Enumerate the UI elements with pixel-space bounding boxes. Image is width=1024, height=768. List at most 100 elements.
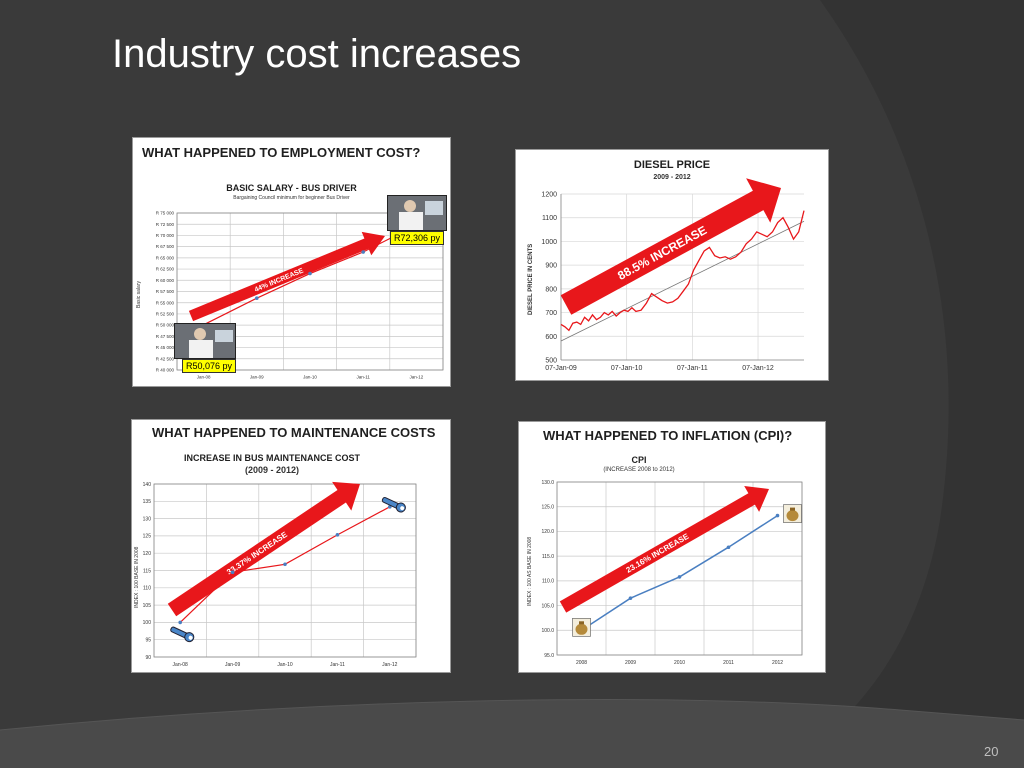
y-tick-label: R 65 000: [156, 255, 175, 260]
money-bag-icon: [783, 504, 802, 523]
increase-arrow-label: 88.5% INCREASE: [615, 223, 709, 283]
x-tick-label: 2008: [576, 660, 587, 666]
y-tick-label: 600: [545, 334, 557, 341]
x-tick-label: Jan-08: [173, 662, 189, 668]
y-tick-label: 90: [145, 655, 151, 661]
y-tick-label: R 45 000: [156, 345, 175, 350]
x-tick-label: Jan-09: [225, 662, 241, 668]
x-tick-label: Jan-12: [382, 662, 398, 668]
salary-callout-2012: R72,306 py: [390, 231, 445, 245]
data-point: [361, 250, 365, 254]
y-tick-label: R 75 000: [156, 211, 175, 216]
y-tick-label: 115: [143, 568, 151, 574]
y-tick-label: R 70 000: [156, 233, 175, 238]
salary-chart-title: BASIC SALARY - BUS DRIVER: [226, 183, 357, 193]
page-number: 20: [984, 744, 999, 759]
inflation-cpi-chart: WHAT HAPPENED TO INFLATION (CPI)? CPI (I…: [518, 421, 826, 673]
salary-callout-2008: R50,076 py: [182, 359, 237, 373]
x-tick-label: 2011: [723, 660, 734, 666]
cpi-chart-title: CPI: [631, 455, 647, 465]
salary-chart-subtitle: Bargaining Council minimum for beginner …: [233, 195, 350, 201]
x-tick-label: Jan-12: [410, 375, 424, 380]
y-tick-label: R 60 000: [156, 278, 175, 283]
y-tick-label: 105.0: [541, 603, 554, 609]
x-tick-label: Jan-08: [197, 375, 211, 380]
y-tick-label: R 57 500: [156, 289, 175, 294]
data-point: [628, 596, 633, 600]
y-tick-label: 1000: [541, 239, 557, 246]
y-tick-label: 125: [143, 534, 152, 540]
plot-frame: [176, 212, 444, 371]
x-tick-label: Jan-10: [277, 662, 293, 668]
y-tick-label: R 62 500: [156, 267, 175, 272]
diesel-chart-title: DIESEL PRICE: [633, 159, 711, 171]
y-tick-label: 120: [143, 551, 152, 557]
maintenance-chart-subtitle: (2009 - 2012): [244, 465, 300, 475]
data-point: [677, 575, 682, 579]
data-point: [283, 562, 287, 567]
y-tick-label: 130: [143, 516, 152, 522]
wrench-icon: [381, 496, 406, 513]
y-tick-label: 1200: [541, 192, 557, 199]
increase-arrow-label: 23.16% INCREASE: [625, 531, 691, 574]
y-tick-label: 100.0: [541, 628, 554, 634]
bus-driver-photo-2012: [387, 195, 447, 231]
data-point: [230, 570, 235, 575]
y-tick-label: 120.0: [541, 529, 554, 535]
trend-line: [560, 220, 805, 342]
data-point: [308, 271, 312, 276]
maintenance-chart-title: INCREASE IN BUS MAINTENANCE COST: [183, 453, 360, 463]
x-tick-label: Jan-09: [250, 375, 264, 380]
slide-title: Industry cost increases: [112, 32, 522, 76]
x-tick-label: 07-Jan-12: [742, 365, 774, 372]
y-tick-label: R 40 000: [156, 368, 175, 373]
increase-arrow: [188, 231, 385, 322]
employment-heading: WHAT HAPPENED TO EMPLOYMENT COST?: [142, 145, 421, 160]
data-point: [726, 545, 731, 550]
data-point: [255, 296, 259, 301]
x-tick-label: 07-Jan-10: [611, 365, 643, 372]
y-tick-label: R 72 500: [156, 222, 175, 227]
y-tick-label: 105: [143, 603, 152, 609]
increase-arrow: [560, 178, 781, 315]
maintenance-heading: WHAT HAPPENED TO MAINTENANCE COSTS: [152, 425, 436, 440]
y-tick-label: R 67 500: [156, 244, 175, 249]
y-tick-label: 100: [143, 620, 152, 626]
data-point: [178, 620, 182, 625]
plot-frame: [153, 483, 417, 658]
bus-driver-photo-2008: [174, 323, 236, 359]
maintenance-cost-chart: WHAT HAPPENED TO MAINTENANCE COSTS INCRE…: [131, 419, 451, 673]
data-point: [775, 513, 780, 518]
y-tick-label: 500: [545, 358, 557, 365]
y-tick-label: 130.0: [541, 480, 554, 486]
y-tick-label: 140: [143, 482, 152, 488]
x-tick-label: 2009: [625, 660, 636, 666]
y-tick-label: 800: [545, 286, 557, 293]
y-tick-label: R 47 500: [156, 334, 175, 339]
y-tick-label: 95: [145, 637, 151, 643]
money-bag-icon: [572, 618, 591, 637]
increase-arrow-label: 44% INCREASE: [254, 267, 305, 293]
x-tick-label: Jan-11: [330, 662, 345, 668]
employment-cost-chart: WHAT HAPPENED TO EMPLOYMENT COST? BASIC …: [132, 137, 451, 387]
inflation-heading: WHAT HAPPENED TO INFLATION (CPI)?: [543, 428, 793, 443]
y-tick-label: 125.0: [541, 504, 554, 510]
y-tick-label: 110: [143, 586, 151, 592]
increase-arrow: [167, 481, 360, 617]
wrench-icon: [170, 626, 195, 643]
x-tick-label: 07-Jan-09: [545, 365, 577, 372]
plot-frame: [556, 481, 803, 656]
y-tick-label: 95.0: [544, 653, 554, 659]
y-tick-label: 700: [545, 310, 557, 317]
x-tick-label: 2010: [674, 660, 685, 666]
y-tick-label: 110.0: [542, 579, 554, 585]
y-tick-label: R 52 500: [156, 312, 175, 317]
x-tick-label: 2012: [772, 660, 783, 666]
y-tick-label: 135: [143, 499, 152, 505]
y-tick-label: 115.0: [542, 554, 554, 560]
cpi-chart-subtitle: (INCREASE 2008 to 2012): [603, 467, 675, 473]
diesel-chart-subtitle: 2009 - 2012: [653, 174, 691, 181]
y-tick-label: R 50 000: [156, 323, 175, 328]
increase-arrow: [559, 486, 769, 613]
y-tick-label: 900: [545, 263, 557, 270]
